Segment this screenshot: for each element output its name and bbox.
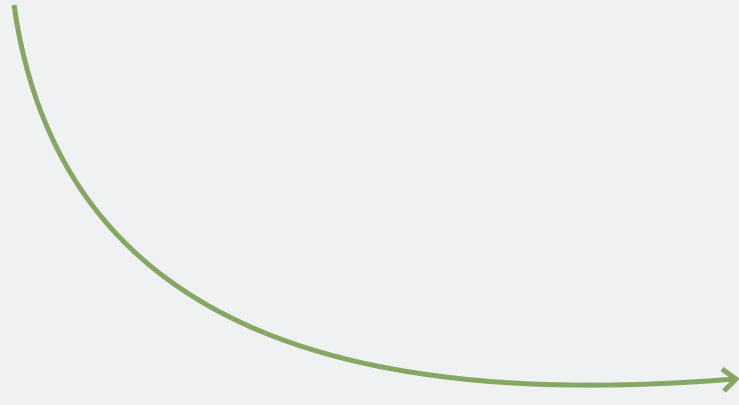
arrow-head	[720, 366, 739, 393]
curved-arrow-line	[11, 4, 736, 388]
